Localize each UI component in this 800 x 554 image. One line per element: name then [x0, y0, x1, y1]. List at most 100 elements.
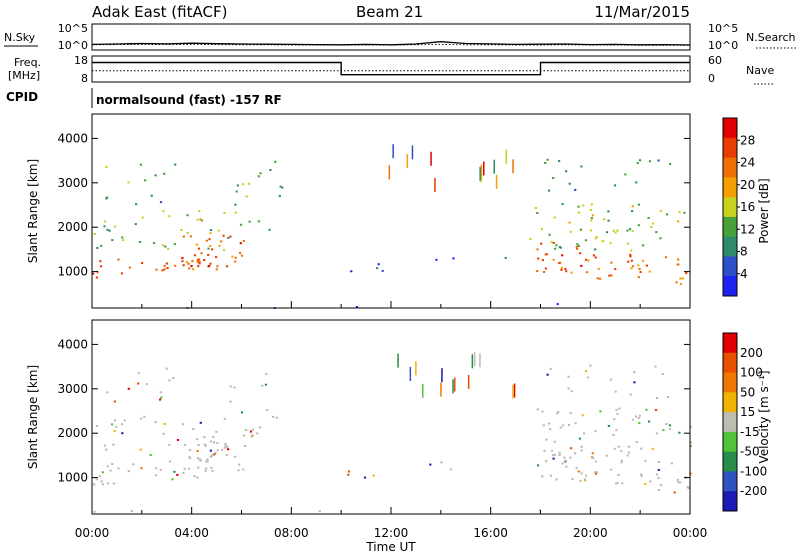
- scatter-cell: [245, 195, 248, 198]
- scatter-cell: [113, 419, 117, 422]
- scatter-cell: [281, 186, 284, 189]
- scatter-cell: [209, 455, 212, 458]
- scatter-cell: [560, 266, 563, 269]
- scatter-cell: [224, 444, 227, 447]
- scatter-cell: [144, 179, 147, 182]
- scatter-cell: [225, 265, 229, 268]
- scatter-cell: [172, 377, 175, 379]
- scatter-cell: [235, 190, 238, 193]
- scatter-cell: [239, 242, 242, 245]
- velocity-colorbar-segment: [723, 471, 737, 492]
- scatter-cell: [633, 371, 636, 374]
- scatter-cell: [108, 229, 111, 232]
- scatter-cell: [234, 203, 237, 206]
- scatter-cell: [612, 229, 615, 232]
- ytick-label: 4000: [57, 337, 88, 351]
- scatter-cell: [685, 272, 688, 275]
- velocity-colorbar-label: 100: [740, 366, 763, 380]
- streak-cell: [471, 354, 474, 369]
- noise-right-tick-top: 10^5: [708, 22, 738, 35]
- scatter-cell: [251, 428, 254, 431]
- scatter-cell: [553, 440, 556, 443]
- scatter-cell: [585, 271, 589, 274]
- scatter-cell: [550, 240, 553, 243]
- scatter-cell: [150, 194, 153, 197]
- scatter-cell: [545, 460, 548, 463]
- scatter-cell: [256, 432, 259, 435]
- scatter-cell: [631, 230, 634, 233]
- power-colorbar-label: 28: [740, 133, 755, 147]
- xtick-label: 00:00: [673, 526, 708, 540]
- scatter-cell: [590, 203, 593, 206]
- scatter-cell: [652, 222, 655, 225]
- scatter-cell: [182, 264, 185, 267]
- scatter-cell: [168, 460, 171, 463]
- scatter-cell: [237, 469, 240, 472]
- scatter-cell: [580, 264, 583, 267]
- scatter-cell: [185, 261, 188, 264]
- scatter-cell: [141, 262, 144, 265]
- scatter-cell: [689, 441, 692, 444]
- scatter-cell: [449, 468, 453, 471]
- velocity-colorbar-segment: [723, 431, 737, 453]
- scatter-cell: [215, 268, 218, 271]
- scatter-cell: [556, 303, 559, 306]
- scatter-cell: [183, 467, 186, 470]
- scatter-cell: [610, 274, 613, 277]
- scatter-cell: [205, 460, 208, 463]
- scatter-cell: [649, 480, 652, 483]
- scatter-cell: [644, 459, 647, 462]
- scatter-cell: [196, 258, 199, 261]
- scatter-cell: [640, 475, 643, 478]
- scatter-cell: [93, 483, 96, 486]
- scatter-cell: [631, 205, 634, 208]
- scatter-cell: [627, 242, 630, 245]
- scatter-cell: [209, 245, 212, 247]
- scatter-cell: [204, 469, 207, 472]
- scatter-cell: [561, 254, 564, 257]
- scatter-cell: [633, 381, 636, 384]
- scatter-cell: [541, 475, 544, 478]
- scatter-cell: [635, 181, 638, 184]
- scatter-cell: [552, 241, 555, 244]
- velocity-colorbar: 200 100 50 15 -15 -50 -100 -200: [722, 332, 767, 512]
- scatter-cell: [188, 267, 191, 270]
- ytick-label: 2000: [57, 426, 88, 440]
- scatter-cell: [217, 229, 220, 232]
- scatter-cell: [210, 466, 213, 469]
- scatter-cell: [589, 209, 592, 212]
- scatter-cell: [569, 230, 572, 233]
- scatter-cell: [552, 177, 555, 179]
- scatter-cell: [209, 232, 212, 235]
- scatter-cell: [637, 203, 640, 206]
- scatter-cell: [101, 483, 104, 486]
- scatter-cell: [100, 480, 103, 483]
- scatter-cell: [240, 254, 243, 257]
- xtick-label: 04:00: [174, 526, 209, 540]
- scatter-cell: [542, 424, 545, 427]
- streak-cell: [454, 377, 456, 392]
- scatter-cell: [206, 458, 209, 461]
- scatter-cell: [279, 185, 282, 188]
- scatter-cell: [645, 408, 648, 411]
- scatter-cell: [545, 438, 548, 441]
- scatter-cell: [127, 470, 130, 473]
- xtick-label: 12:00: [374, 526, 409, 540]
- scatter-cell: [243, 445, 247, 447]
- scatter-cell: [636, 162, 639, 164]
- scatter-cell: [582, 204, 585, 207]
- scatter-cell: [645, 264, 648, 267]
- scatter-cell: [218, 244, 221, 247]
- scatter-cell: [189, 235, 192, 238]
- scatter-cell: [593, 471, 597, 474]
- scatter-cell: [552, 258, 555, 261]
- velocity-colorbar-segment: [723, 412, 737, 433]
- scatter-cell: [666, 213, 669, 216]
- scatter-cell: [207, 253, 210, 256]
- scatter-cell: [211, 469, 214, 472]
- scatter-cell: [103, 444, 106, 447]
- scatter-cell: [615, 429, 618, 432]
- scatter-cell: [583, 432, 586, 435]
- scatter-cell: [159, 201, 163, 204]
- scatter-cell: [100, 244, 103, 247]
